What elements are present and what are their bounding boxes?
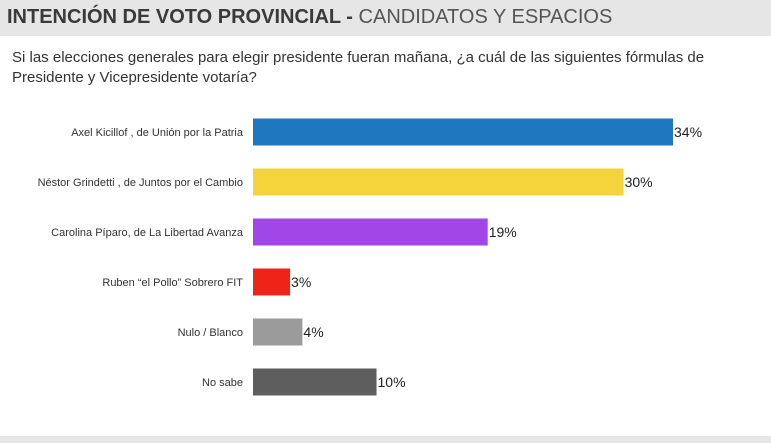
category-label-3: Ruben “el Pollo” Sobrero FIT bbox=[102, 277, 243, 289]
header-bar: INTENCIÓN DE VOTO PROVINCIAL - CANDIDATO… bbox=[0, 0, 771, 36]
bar-3 bbox=[253, 268, 291, 296]
category-label-0: Axel Kicillof , de Unión por la Patria bbox=[71, 127, 244, 139]
bar-1 bbox=[253, 168, 624, 196]
footer-bar bbox=[0, 436, 771, 443]
value-label-2: 19% bbox=[489, 224, 517, 240]
bar-4 bbox=[253, 318, 303, 346]
bar-2 bbox=[253, 218, 488, 246]
page-title: INTENCIÓN DE VOTO PROVINCIAL - CANDIDATO… bbox=[7, 6, 612, 29]
title-light: CANDIDATOS Y ESPACIOS bbox=[358, 6, 613, 28]
value-label-3: 3% bbox=[291, 274, 311, 290]
survey-question: Si las elecciones generales para elegir … bbox=[12, 49, 705, 86]
category-label-5: No sabe bbox=[202, 377, 243, 389]
value-label-5: 10% bbox=[378, 374, 406, 390]
title-bold: INTENCIÓN DE VOTO PROVINCIAL - bbox=[7, 6, 353, 28]
value-label-4: 4% bbox=[303, 324, 323, 340]
value-label-1: 30% bbox=[625, 174, 653, 190]
bar-0 bbox=[253, 118, 673, 146]
category-label-2: Carolina Píparo, de La Libertad Avanza bbox=[51, 227, 244, 239]
category-label-1: Néstor Grindetti , de Juntos por el Camb… bbox=[38, 177, 243, 189]
value-label-0: 34% bbox=[674, 124, 702, 140]
category-label-4: Nulo / Blanco bbox=[178, 327, 243, 339]
bar-5 bbox=[253, 368, 377, 396]
